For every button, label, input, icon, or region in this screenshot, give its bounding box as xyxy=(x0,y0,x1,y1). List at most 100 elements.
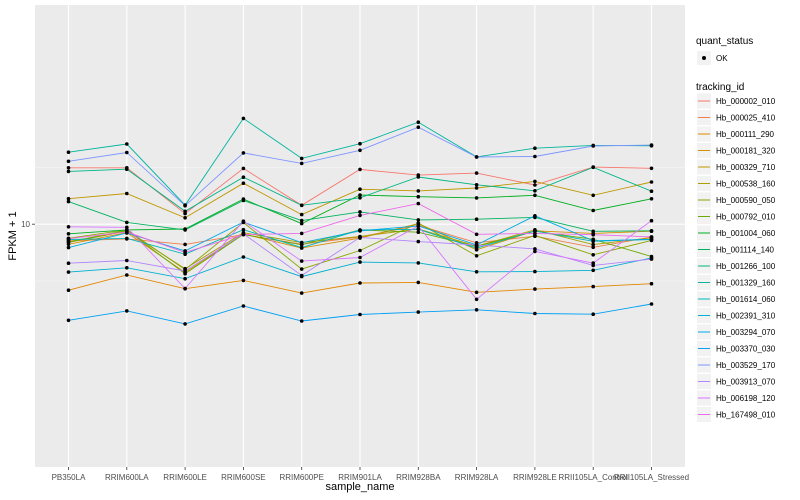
data-point-Hb_167498_010 xyxy=(66,236,71,241)
x-axis: PB350LA RRIM600LA RRIM600LE RRIM600SE RRIM60… xyxy=(52,467,689,482)
x-tick-label: RRIM928LA xyxy=(455,473,499,482)
data-point-Hb_000329_710 xyxy=(183,216,187,220)
x-tick-label: RRIM600LE xyxy=(163,473,207,482)
data-point-Hb_003294_070 xyxy=(358,229,362,233)
data-point-Hb_001004_060 xyxy=(66,232,71,236)
data-point-Hb_001614_060 xyxy=(416,227,421,232)
data-point-Hb_003529_170 xyxy=(183,203,187,208)
legend-shape-label: OK xyxy=(716,54,728,63)
data-point-Hb_001614_060 xyxy=(299,245,304,250)
data-point-Hb_000111_290 xyxy=(416,280,421,285)
legend-color-label: Hb_001614_060 xyxy=(716,295,776,304)
legend-color-label: Hb_000025_410 xyxy=(716,114,776,123)
data-point-Hb_003370_030 xyxy=(299,319,304,323)
data-point-Hb_003294_070 xyxy=(299,240,304,245)
data-point-Hb_003529_170 xyxy=(416,125,421,129)
data-point-Hb_000590_050 xyxy=(358,248,362,253)
data-point-Hb_003913_070 xyxy=(533,247,537,251)
data-point-Hb_000792_010 xyxy=(183,271,187,276)
data-point-Hb_003913_070 xyxy=(183,269,187,273)
data-point-Hb_167498_010 xyxy=(533,231,537,236)
data-point-Hb_001114_140 xyxy=(358,210,362,214)
data-point-Hb_167498_010 xyxy=(358,213,362,218)
data-point-Hb_006198_120 xyxy=(125,225,129,230)
x-tick-label: RRIM901LA xyxy=(338,473,382,482)
data-point-Hb_002391_310 xyxy=(125,266,129,270)
data-point-Hb_003529_170 xyxy=(125,150,129,155)
data-point-Hb_003913_070 xyxy=(66,261,71,266)
data-point-Hb_003529_170 xyxy=(591,144,595,148)
x-tick-label: RRII105LA_Control xyxy=(559,473,629,482)
data-point-Hb_001614_060 xyxy=(241,227,246,232)
data-point-Hb_001266_100 xyxy=(125,167,129,171)
data-point-Hb_006198_120 xyxy=(183,286,187,291)
x-tick-label: RRIM928LE xyxy=(513,473,557,482)
data-point-Hb_003294_070 xyxy=(533,214,537,218)
data-point-Hb_003529_170 xyxy=(241,151,246,155)
data-point-Hb_000111_290 xyxy=(533,287,537,291)
data-point-Hb_001266_100 xyxy=(358,196,362,200)
data-point-Hb_000111_290 xyxy=(299,291,304,295)
data-point-Hb_000329_710 xyxy=(125,191,129,196)
data-point-Hb_001266_100 xyxy=(241,175,246,179)
data-point-Hb_000111_290 xyxy=(591,284,595,289)
data-point-Hb_001004_060 xyxy=(533,193,537,198)
data-point-Hb_000002_010 xyxy=(533,183,537,187)
data-point-Hb_001114_140 xyxy=(125,220,129,225)
data-point-Hb_003370_030 xyxy=(358,312,362,317)
x-tick-label: RRII105LA_Stressed xyxy=(614,473,689,482)
data-point-Hb_167498_010 xyxy=(474,232,479,237)
data-point-Hb_000111_290 xyxy=(474,290,479,295)
data-point-Hb_000025_410 xyxy=(183,242,187,247)
data-point-Hb_167498_010 xyxy=(125,230,129,234)
data-point-Hb_001114_140 xyxy=(66,199,71,204)
legend-color-label: Hb_000002_010 xyxy=(716,97,776,106)
legend-color-label: Hb_001266_100 xyxy=(716,262,776,271)
data-point-Hb_006198_120 xyxy=(533,249,537,254)
data-point-Hb_006198_120 xyxy=(241,219,246,223)
data-point-Hb_001329_160 xyxy=(299,156,304,161)
data-point-Hb_002391_310 xyxy=(358,260,362,264)
data-point-Hb_001004_060 xyxy=(474,196,479,200)
data-point-Hb_003913_070 xyxy=(416,239,421,244)
legend-color-label: Hb_003529_170 xyxy=(716,361,776,370)
data-point-Hb_006198_120 xyxy=(474,297,479,302)
data-point-Hb_002391_310 xyxy=(416,261,421,265)
data-point-Hb_006198_120 xyxy=(299,259,304,263)
data-point-Hb_001614_060 xyxy=(533,229,537,233)
data-point-Hb_000329_710 xyxy=(358,187,362,191)
legend-key-point xyxy=(702,56,706,60)
data-point-Hb_001329_160 xyxy=(358,141,362,146)
data-point-Hb_000792_010 xyxy=(66,240,71,244)
data-point-Hb_003529_170 xyxy=(533,154,537,159)
data-point-Hb_001114_140 xyxy=(183,228,187,232)
data-point-Hb_001329_160 xyxy=(241,116,246,121)
data-point-Hb_003370_030 xyxy=(125,309,129,313)
data-point-Hb_001329_160 xyxy=(416,120,421,124)
data-point-Hb_003370_030 xyxy=(183,322,187,326)
data-point-Hb_000329_710 xyxy=(533,179,537,184)
data-point-Hb_003529_170 xyxy=(474,155,479,159)
data-point-Hb_003370_030 xyxy=(416,310,421,314)
data-point-Hb_003913_070 xyxy=(299,273,304,278)
data-point-Hb_001004_060 xyxy=(591,208,595,213)
data-point-Hb_003529_170 xyxy=(649,143,654,147)
data-point-Hb_000002_010 xyxy=(241,166,246,171)
legend-color-label: Hb_000538_160 xyxy=(716,180,776,189)
data-point-Hb_002391_310 xyxy=(241,255,246,259)
x-axis-title: sample_name xyxy=(325,481,394,493)
data-point-Hb_001004_060 xyxy=(358,193,362,197)
data-point-Hb_001114_140 xyxy=(241,198,246,203)
data-point-Hb_003913_070 xyxy=(649,257,654,261)
data-point-Hb_001329_160 xyxy=(533,146,537,150)
data-point-Hb_003370_030 xyxy=(533,311,537,316)
data-point-Hb_000329_710 xyxy=(66,196,71,201)
legend-color-title: tracking_id xyxy=(696,82,744,93)
data-point-Hb_006198_120 xyxy=(416,224,421,228)
data-point-Hb_000002_010 xyxy=(474,171,479,175)
data-point-Hb_000590_050 xyxy=(416,221,421,225)
data-point-Hb_003913_070 xyxy=(125,258,129,263)
data-point-Hb_001614_060 xyxy=(125,236,129,241)
data-point-Hb_003370_030 xyxy=(66,318,71,323)
legend-color-label: Hb_003913_070 xyxy=(716,378,776,387)
